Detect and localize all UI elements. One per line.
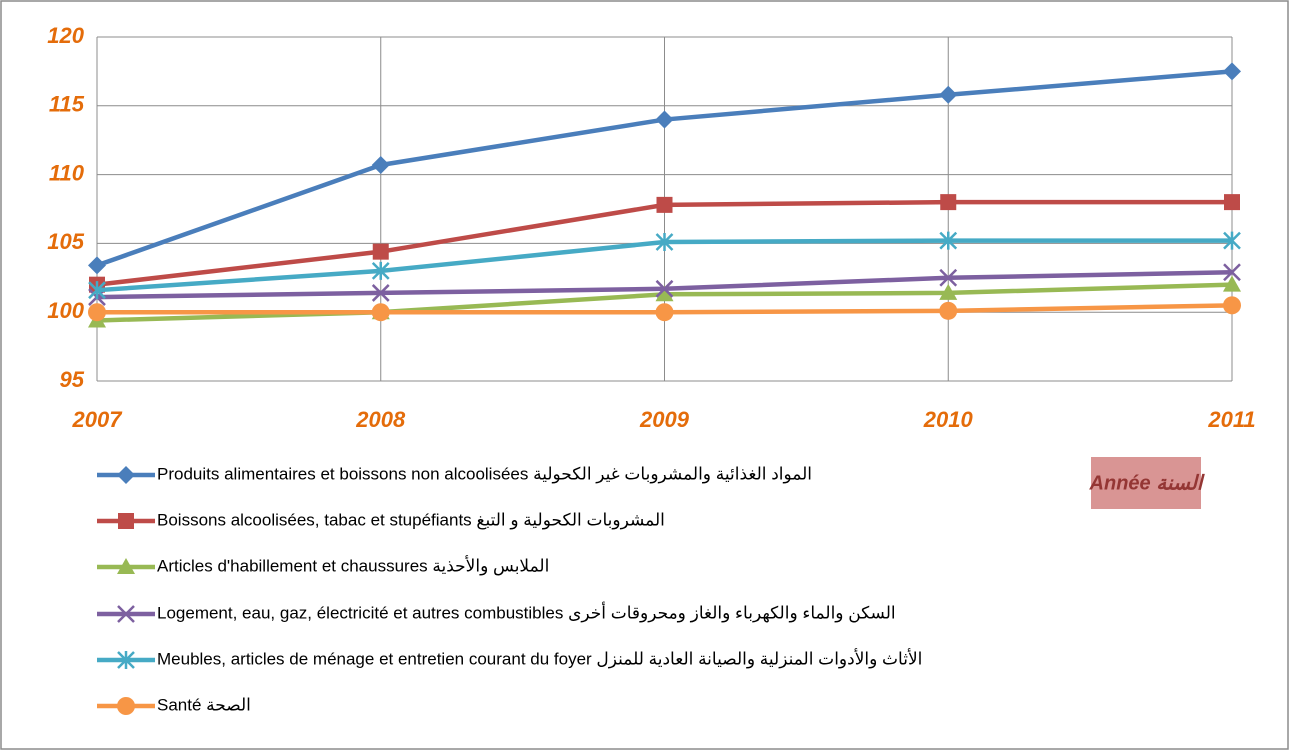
- legend-marker: [117, 697, 135, 715]
- data-point: [1223, 296, 1241, 315]
- y-tick-label: 100: [47, 298, 84, 323]
- data-point: [655, 110, 674, 129]
- data-point: [1224, 194, 1240, 211]
- x-tick-label: 2009: [639, 407, 690, 432]
- data-point: [655, 285, 674, 302]
- legend-label: Produits alimentaires et boissons non al…: [157, 464, 812, 483]
- data-point: [1223, 275, 1241, 292]
- y-tick-label: 110: [49, 160, 85, 185]
- legend-label: Articles d'habillement et chaussures الم…: [157, 555, 549, 575]
- legend-label: Meubles, articles de ménage et entretien…: [157, 648, 922, 668]
- data-point: [1223, 62, 1241, 81]
- data-point: [655, 303, 674, 322]
- legend-label: Santé الصحة: [157, 695, 251, 714]
- legend-marker: [117, 466, 135, 484]
- x-tick-label: 2010: [923, 407, 974, 432]
- x-tick-label: 2008: [355, 407, 406, 432]
- data-point: [1223, 231, 1241, 250]
- y-tick-label: 105: [47, 229, 84, 254]
- data-point: [88, 281, 106, 300]
- data-point: [371, 155, 390, 174]
- data-point: [939, 85, 958, 104]
- data-point: [939, 268, 958, 287]
- y-tick-label: 120: [47, 23, 84, 48]
- x-label-box: [1091, 457, 1201, 509]
- data-point: [939, 301, 958, 320]
- y-tick-label: 115: [49, 92, 85, 117]
- legend-label: Boissons alcoolisées, tabac et stupéfian…: [157, 510, 665, 530]
- data-point: [655, 279, 674, 298]
- y-tick-label: 95: [60, 367, 85, 392]
- legend-marker: [117, 651, 135, 669]
- legend-marker: [117, 558, 135, 574]
- data-point: [88, 303, 106, 322]
- data-point: [372, 243, 389, 260]
- data-point: [940, 194, 957, 211]
- data-point: [656, 196, 673, 213]
- data-point: [939, 283, 958, 300]
- x-tick-label: 2011: [1207, 407, 1255, 432]
- data-point: [655, 233, 674, 252]
- legend-label: Logement, eau, gaz, électricité et autre…: [157, 601, 896, 623]
- data-point: [88, 256, 106, 275]
- legend-marker: [118, 513, 134, 529]
- data-point: [1223, 263, 1241, 282]
- data-point: [371, 303, 390, 322]
- legend-marker: [117, 605, 135, 623]
- x-axis-label: Année السنة: [1089, 472, 1205, 494]
- x-tick-label: 2007: [72, 407, 124, 432]
- data-point: [939, 231, 958, 250]
- data-point: [371, 284, 390, 302]
- data-point: [371, 261, 390, 280]
